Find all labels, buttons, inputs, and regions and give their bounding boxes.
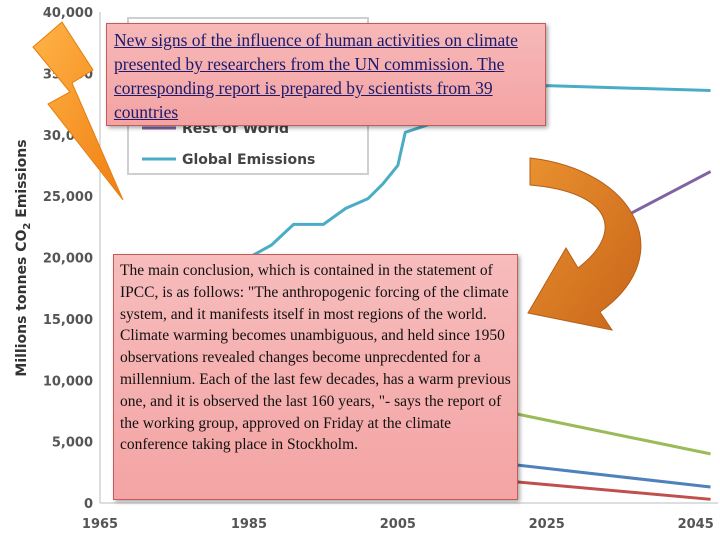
y-tick-label: 5,000 — [52, 436, 93, 451]
callout-top-note: New signs of the influence of human acti… — [106, 23, 546, 126]
y-tick-label: 10,000 — [43, 374, 93, 389]
y-tick-label: 40,000 — [43, 6, 93, 21]
x-tick-label: 2005 — [380, 517, 416, 532]
x-tick-label: 2045 — [678, 517, 714, 532]
lightning-bolt-icon — [32, 21, 124, 201]
legend-label-global-emissions: Global Emissions — [182, 152, 315, 168]
series-line-rest-of-world — [627, 170, 712, 216]
curved-arrow-icon — [527, 157, 642, 331]
callout-main-note: The main conclusion, which is contained … — [113, 254, 518, 500]
y-tick-label: 0 — [84, 497, 93, 512]
y-tick-label: 15,000 — [43, 313, 93, 328]
x-tick-label: 1965 — [82, 517, 118, 532]
y-axis-label: Millions tonnes CO2 Emissions — [14, 139, 33, 376]
y-tick-label: 20,000 — [43, 252, 93, 267]
y-tick-label: 25,000 — [43, 190, 93, 205]
x-tick-label: 1985 — [231, 517, 267, 532]
x-tick-label: 2025 — [529, 517, 565, 532]
x-tick-labels: 1965 1985 2005 2025 2045 — [82, 517, 714, 532]
